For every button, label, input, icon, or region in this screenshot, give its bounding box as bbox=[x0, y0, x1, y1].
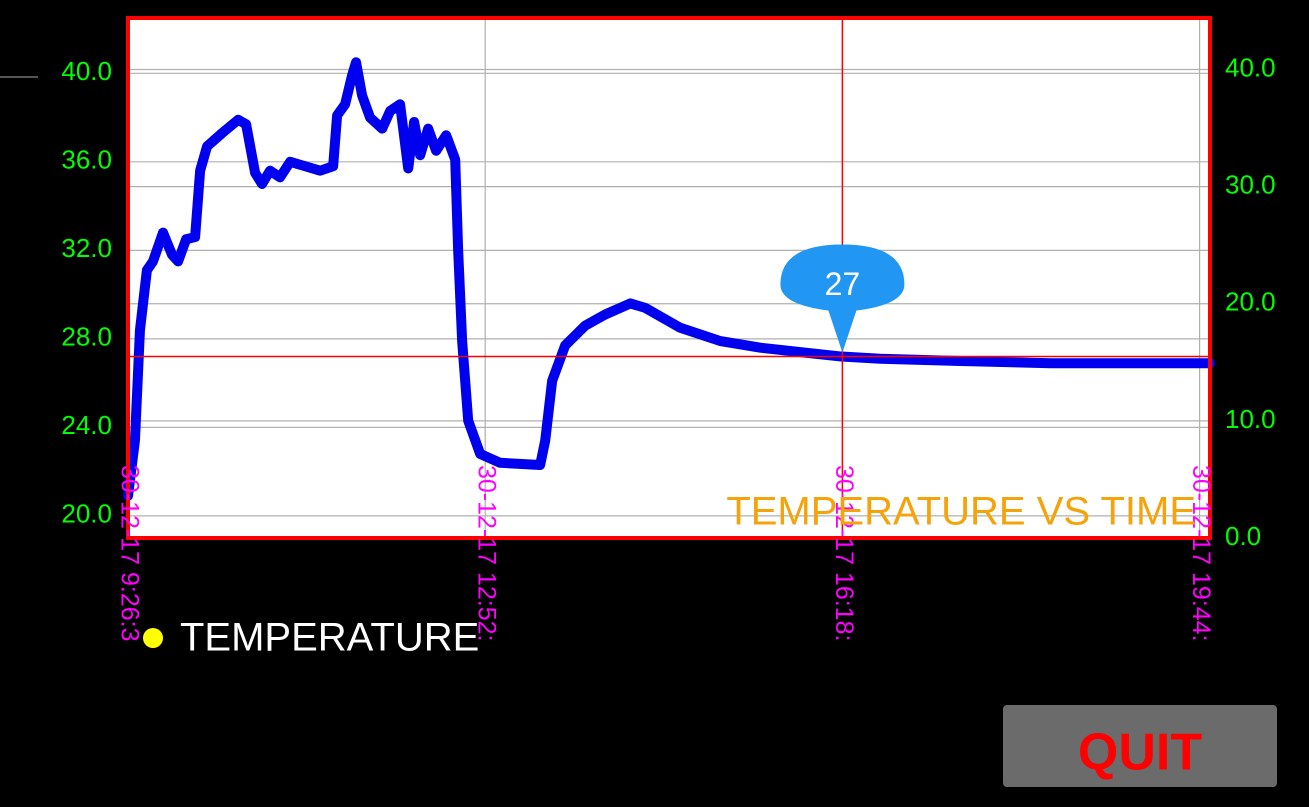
highlight-label: 27 bbox=[825, 266, 861, 302]
quit-button[interactable] bbox=[1003, 705, 1277, 787]
y-tick-label: 24.0 bbox=[61, 410, 112, 440]
y2-tick-label: 30.0 bbox=[1225, 170, 1276, 200]
x-tick-label: 30-12-17 12:52: bbox=[473, 465, 501, 642]
y-tick-label: 28.0 bbox=[61, 322, 112, 352]
y-tick-label: 32.0 bbox=[61, 233, 112, 263]
data-line bbox=[123, 57, 1215, 501]
y-tick-label: 36.0 bbox=[61, 145, 112, 175]
x-tick-label: 30-12-17 16:18: bbox=[830, 465, 858, 642]
x-tick-label: 30-12-17 19:44: bbox=[1187, 465, 1215, 642]
y-tick-label: 20.0 bbox=[61, 499, 112, 529]
legend-label: TEMPERATURE bbox=[180, 616, 479, 660]
quit-button-label[interactable]: QUIT bbox=[1078, 724, 1202, 782]
legend-swatch bbox=[143, 628, 163, 648]
marks: 27 bbox=[123, 18, 1215, 538]
y2-tick-label: 40.0 bbox=[1225, 52, 1276, 82]
y2-tick-label: 0.0 bbox=[1225, 521, 1261, 551]
chart-title: TEMPERATURE VS TIME bbox=[726, 490, 1196, 534]
highlight-balloon bbox=[780, 244, 905, 353]
y-tick-label: 40.0 bbox=[61, 56, 112, 86]
plot-area bbox=[128, 18, 1210, 538]
y2-tick-label: 20.0 bbox=[1225, 287, 1276, 317]
x-tick-label: 30-12-17 9:26:3 bbox=[115, 465, 143, 642]
plot-border bbox=[126, 16, 1212, 540]
y2-tick-label: 10.0 bbox=[1225, 404, 1276, 434]
labels: 20.0 24.0 28.0 32.0 36.0 40.0 0.0 10.0 20.0 30.0 4… bbox=[61, 52, 1275, 641]
